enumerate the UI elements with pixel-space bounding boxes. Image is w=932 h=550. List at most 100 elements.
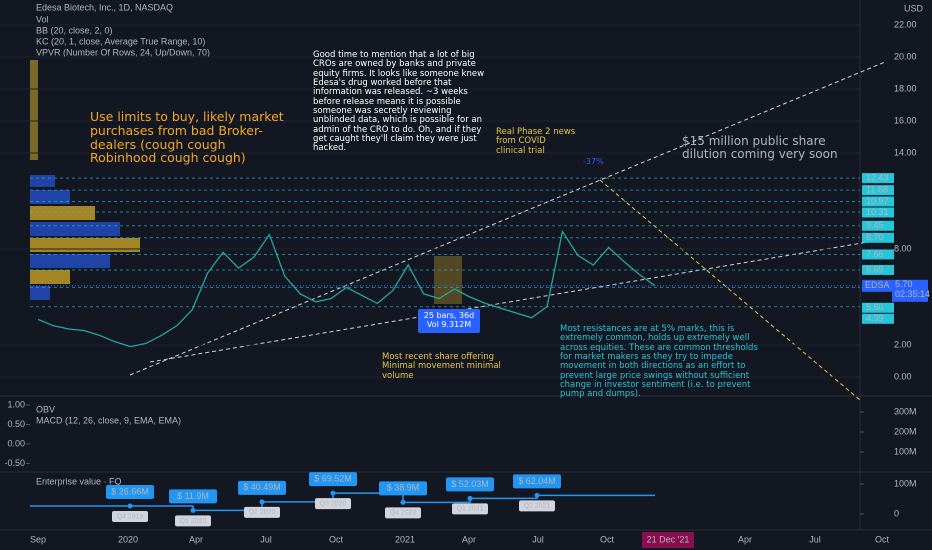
ev-point — [467, 495, 473, 501]
x-tick-label: 2021 — [395, 534, 415, 544]
x-tick-label: Jul — [809, 534, 821, 544]
indicator: KC (20, 1, close, Average True Range, 10… — [36, 36, 205, 46]
price-tag — [862, 207, 894, 218]
price-tag-label: 10.31 — [866, 207, 889, 217]
ev-point — [400, 499, 406, 505]
current-tag — [892, 279, 928, 302]
x-tick-label: Sep — [30, 534, 46, 544]
pane-title: Enterprise value · FQ — [36, 476, 122, 486]
pane-title: OBV — [36, 404, 55, 414]
quarter-box — [315, 498, 351, 510]
symbol-label: EDSA — [865, 280, 890, 290]
y-tick-label: 0.00 — [894, 371, 912, 381]
quarter-label: Q4 2019 — [117, 513, 144, 520]
price-tag — [862, 196, 894, 207]
price-tag-label: 8.70 — [866, 232, 884, 242]
ev-box — [238, 480, 286, 495]
x-tick-label: Apr — [189, 534, 203, 544]
price-tag-label: 4.39 — [866, 313, 884, 323]
cursor-date: 21 Dec '21 — [647, 534, 690, 544]
measure-bars: 25 bars, 36d — [423, 311, 475, 320]
ev-box — [446, 477, 494, 492]
x-tick-label: Jul — [532, 534, 544, 544]
y-tick-label: 14.00 — [894, 147, 917, 157]
ev-box — [106, 485, 154, 500]
price-tag — [862, 173, 894, 184]
price-tag — [862, 249, 894, 260]
y-tick-label: 0.00 — [7, 438, 25, 448]
quarter-box — [519, 500, 555, 512]
y-tick-label: 16.00 — [894, 115, 917, 125]
price-tag — [862, 264, 894, 275]
y-tick-label: 1.00 — [7, 399, 25, 409]
quarter-label: Q2 2020 — [249, 509, 276, 516]
x-tick-label: 2020 — [118, 534, 138, 544]
quarter-box — [452, 503, 488, 515]
x-tick-label: Oct — [875, 534, 890, 544]
quarter-label: Q3 2020 — [320, 500, 347, 507]
annotation: Use limits to buy, likely market purchas… — [90, 109, 284, 166]
price-tag — [862, 232, 894, 243]
currency: USD — [904, 3, 924, 13]
indicator: BB (20, close, 2, 0) — [36, 25, 113, 35]
ev-label: $ 11.9M — [177, 491, 209, 501]
y-tick-label: 0.50 — [7, 419, 25, 429]
annotation: Most recent share offering Minimal movem… — [382, 352, 501, 381]
price-tag-label: 7.66 — [866, 249, 884, 259]
price-tag-label: 11.68 — [866, 184, 888, 194]
symbol-tag — [862, 279, 892, 292]
price-tag-label: 5.60 — [866, 302, 884, 312]
y-tick-label: 8.00 — [894, 243, 912, 253]
current-price: 5.70 — [895, 279, 913, 289]
price-tag-label: 6.69 — [866, 264, 884, 274]
countdown: 02:35:14 — [895, 289, 930, 299]
y-tick-label: 100M — [894, 478, 917, 488]
y2-tick-label: 200M — [894, 426, 917, 436]
cursor-date-bg — [642, 532, 694, 548]
ev-label: $ 26.66M — [111, 486, 149, 496]
y-tick-label: 18.00 — [894, 83, 917, 93]
quarter-box — [112, 511, 148, 523]
ev-box — [379, 481, 427, 496]
ev-label: $ 62.04M — [518, 476, 556, 486]
quarter-label: Q2 2021 — [524, 503, 551, 510]
x-tick-label: Apr — [738, 534, 752, 544]
ev-point — [127, 503, 133, 509]
pane-title: MACD (12, 26, close, 9, EMA, EMA) — [36, 415, 181, 425]
annotation: Good time to mention that a lot of big C… — [313, 50, 485, 154]
quarter-box — [385, 507, 421, 519]
quarter-box — [244, 506, 280, 518]
quarter-label: Q4 2020 — [390, 510, 417, 517]
measure-box — [434, 256, 462, 304]
price-tag — [862, 313, 894, 324]
y-tick-label: -0.50 — [4, 458, 25, 468]
annotation: Real Phase 2 news from COVID clinical tr… — [496, 127, 576, 156]
price-tag — [862, 302, 894, 313]
y-tick-label: 22.00 — [894, 19, 917, 29]
x-tick-label: Oct — [600, 534, 615, 544]
y-tick-label: 2.00 — [894, 339, 912, 349]
x-tick-label: Oct — [329, 534, 344, 544]
quarter-label: Q1 2020 — [180, 518, 207, 525]
price-tag-label: 12.43 — [866, 172, 889, 182]
volume-profile — [30, 60, 140, 300]
ev-label: $ 52.03M — [451, 479, 489, 489]
ev-box — [309, 472, 357, 487]
ev-box — [169, 489, 217, 504]
measure-label: 25 bars, 36d Vol 9.312M — [418, 309, 480, 333]
y2-tick-label: 300M — [894, 406, 917, 416]
indicator: Vol — [36, 14, 49, 24]
y-tick-label: 20.00 — [894, 51, 917, 61]
annotation: Most resistances are at 5% marks, this i… — [560, 324, 758, 400]
ev-box — [513, 474, 561, 489]
annotation: $15 million public share dilution coming… — [682, 134, 838, 162]
y2-tick-label: 100M — [894, 446, 917, 456]
ev-label: $ 40.49M — [243, 482, 281, 492]
price-tag-label: 10.97 — [866, 196, 889, 206]
price-line — [37, 229, 656, 348]
measure-volume: Vol 9.312M — [426, 319, 472, 329]
ev-label: $ 38.9M — [387, 483, 420, 493]
